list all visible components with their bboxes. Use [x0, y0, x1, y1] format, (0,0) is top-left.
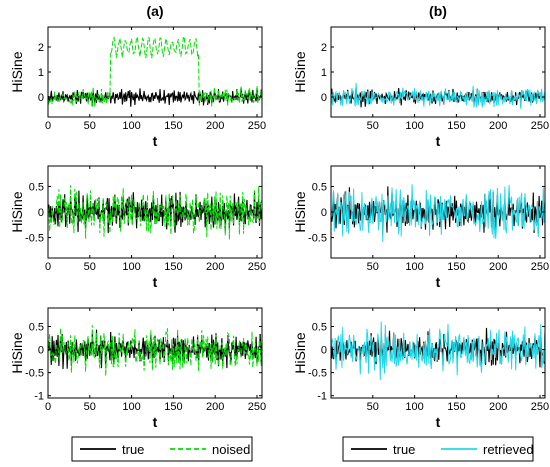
x-tick-label: 50 — [367, 401, 379, 413]
x-tick-label: 250 — [531, 401, 549, 413]
chart-panel: 0 50 100 150 200 250 0 1 2 t HiSine — [9, 26, 266, 149]
x-tick-label: 100 — [405, 401, 423, 413]
legend: true retrieved — [342, 436, 534, 462]
legend-label: retrieved — [483, 442, 534, 457]
x-tick-label: 150 — [164, 261, 182, 273]
legend-label: true — [122, 442, 144, 457]
x-axis-label: t — [436, 274, 441, 290]
y-tick-label: 2 — [321, 42, 327, 54]
series-line-noised — [48, 325, 262, 376]
y-tick-label: 0.5 — [312, 321, 327, 333]
x-tick-label: 200 — [489, 120, 507, 132]
x-tick-label: 200 — [206, 401, 224, 413]
x-tick-label: 200 — [489, 401, 507, 413]
y-axis-label: HiSine — [292, 51, 308, 92]
x-tick-label: 50 — [84, 120, 96, 132]
x-tick-label: 150 — [447, 401, 465, 413]
x-tick-label: 150 — [447, 261, 465, 273]
chart-panel: 0 50 100 150 200 250 -0.5 0 0.5 t HiSine — [9, 165, 266, 290]
y-tick-label: -1 — [34, 391, 44, 403]
plot-frame — [330, 307, 546, 399]
y-tick-label: 0 — [38, 92, 44, 104]
x-tick-label: 50 — [367, 261, 379, 273]
series-line-retrieved — [331, 82, 545, 109]
x-tick-label: 100 — [122, 261, 140, 273]
x-tick-label: 0 — [45, 120, 51, 132]
chart-panel: 50 100 150 200 250 0 1 2 t HiSine — [292, 26, 549, 149]
series-line-noised — [48, 185, 262, 240]
legend: true noised — [71, 436, 253, 462]
x-tick-label: 250 — [248, 120, 266, 132]
x-axis-label: t — [436, 133, 441, 149]
series-line-noised — [48, 34, 262, 107]
y-tick-label: 0 — [38, 207, 44, 219]
x-tick-label: 50 — [84, 401, 96, 413]
column-title: (a) — [146, 3, 163, 19]
x-tick-label: 250 — [531, 261, 549, 273]
x-tick-label: 100 — [405, 120, 423, 132]
y-tick-label: 1 — [38, 67, 44, 79]
y-tick-label: 0.5 — [29, 321, 44, 333]
column-title: (b) — [429, 3, 447, 19]
y-tick-label: 0 — [321, 207, 327, 219]
x-axis-label: t — [153, 414, 158, 430]
y-tick-label: 1 — [321, 67, 327, 79]
x-tick-label: 200 — [489, 261, 507, 273]
series-line-retrieved — [331, 184, 545, 243]
y-tick-label: 0 — [321, 345, 327, 357]
x-tick-label: 0 — [45, 401, 51, 413]
x-tick-label: 250 — [248, 401, 266, 413]
series-line-retrieved — [331, 321, 545, 380]
x-tick-label: 200 — [206, 261, 224, 273]
y-tick-label: -0.5 — [25, 368, 44, 380]
y-tick-label: 0.5 — [312, 181, 327, 193]
legend-label: true — [393, 442, 415, 457]
chart-panel: 0 50 100 150 200 250 -1 -0.5 0 0.5 t HiSine — [9, 307, 266, 430]
x-tick-label: 100 — [122, 120, 140, 132]
x-tick-label: 100 — [122, 401, 140, 413]
x-tick-label: 250 — [248, 261, 266, 273]
x-tick-label: 50 — [84, 261, 96, 273]
x-axis-label: t — [436, 414, 441, 430]
y-axis-label: HiSine — [9, 191, 25, 232]
x-tick-label: 200 — [206, 120, 224, 132]
x-tick-label: 250 — [531, 120, 549, 132]
y-axis-label: HiSine — [292, 332, 308, 373]
x-tick-label: 0 — [45, 261, 51, 273]
y-axis-label: HiSine — [9, 332, 25, 373]
y-tick-label: -1 — [317, 391, 327, 403]
x-tick-label: 150 — [164, 401, 182, 413]
y-tick-label: 0 — [321, 92, 327, 104]
y-tick-label: -0.5 — [308, 368, 327, 380]
y-tick-label: -0.5 — [308, 233, 327, 245]
x-tick-label: 150 — [164, 120, 182, 132]
y-tick-label: -0.5 — [25, 233, 44, 245]
x-axis-label: t — [153, 133, 158, 149]
y-tick-label: 0.5 — [29, 181, 44, 193]
y-axis-label: HiSine — [292, 191, 308, 232]
chart-panel: 50 100 150 200 250 -1 -0.5 0 0.5 t HiSine — [292, 307, 549, 430]
y-axis-label: HiSine — [9, 51, 25, 92]
x-tick-label: 50 — [367, 120, 379, 132]
x-axis-label: t — [153, 274, 158, 290]
plot-frame — [47, 307, 263, 399]
legend-label: noised — [212, 442, 250, 457]
chart-panel: 50 100 150 200 250 -0.5 0 0.5 t HiSine — [292, 165, 549, 290]
y-tick-label: 0 — [38, 345, 44, 357]
x-tick-label: 150 — [447, 120, 465, 132]
y-tick-label: 2 — [38, 42, 44, 54]
x-tick-label: 100 — [405, 261, 423, 273]
